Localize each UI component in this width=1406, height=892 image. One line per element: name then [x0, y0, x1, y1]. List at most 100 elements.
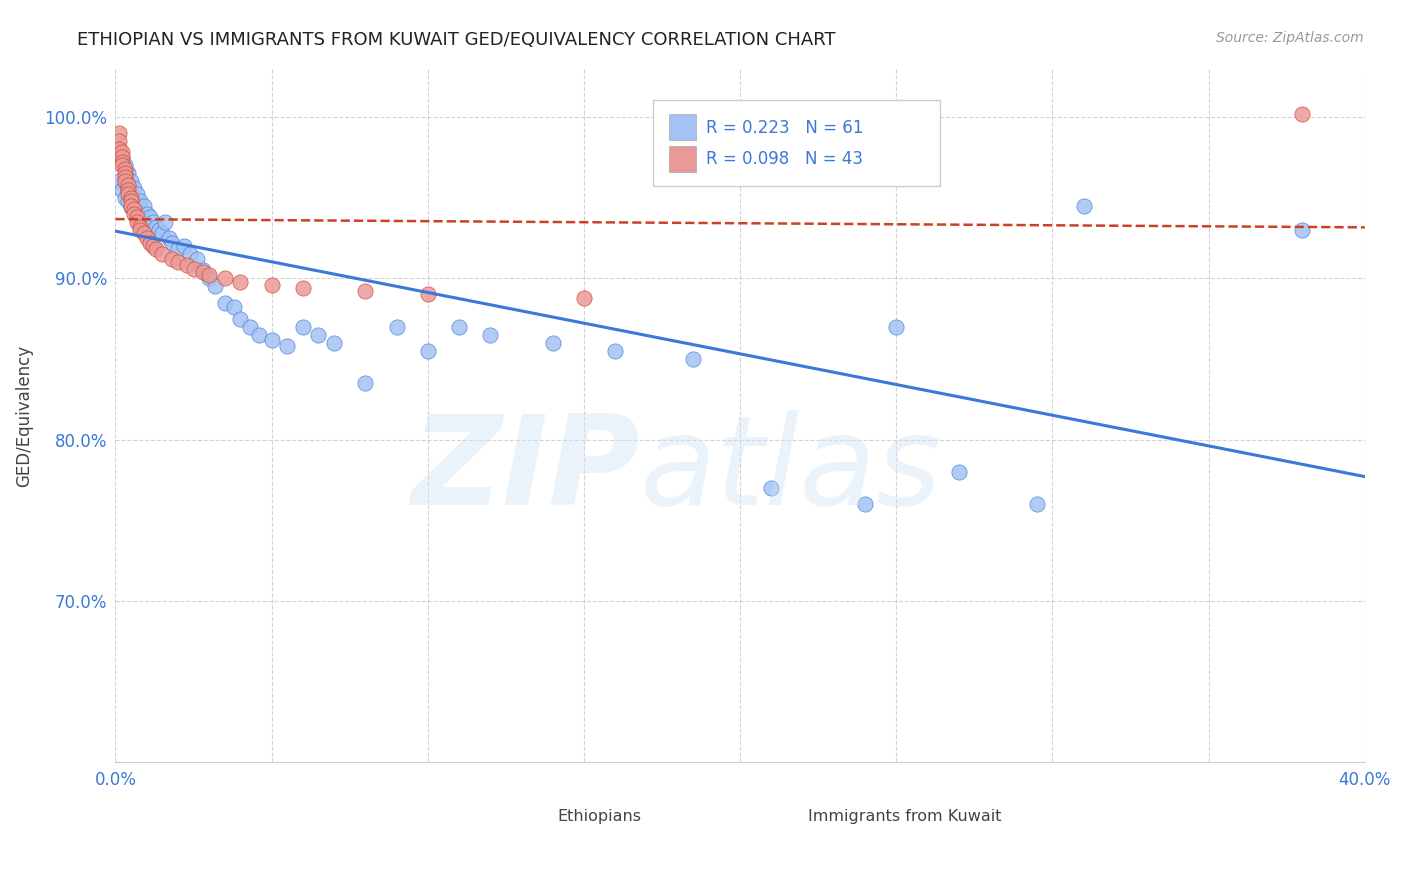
Point — [276, 339, 298, 353]
FancyBboxPatch shape — [765, 806, 800, 827]
Point — [111, 182, 134, 196]
Point — [127, 215, 149, 229]
Point — [204, 279, 226, 293]
Point — [127, 200, 149, 214]
Text: Source: ZipAtlas.com: Source: ZipAtlas.com — [1216, 31, 1364, 45]
FancyBboxPatch shape — [669, 113, 696, 140]
Point — [114, 166, 136, 180]
Point — [107, 134, 129, 148]
Point — [132, 226, 155, 240]
Text: Ethiopians: Ethiopians — [558, 809, 641, 824]
Point — [761, 481, 783, 495]
Point — [354, 284, 377, 298]
Point — [142, 239, 165, 253]
Point — [191, 265, 214, 279]
Point — [167, 255, 190, 269]
Text: R = 0.098   N = 43: R = 0.098 N = 43 — [706, 151, 863, 169]
Text: ETHIOPIAN VS IMMIGRANTS FROM KUWAIT GED/EQUIVALENCY CORRELATION CHART: ETHIOPIAN VS IMMIGRANTS FROM KUWAIT GED/… — [77, 31, 837, 49]
Point — [120, 200, 142, 214]
Point — [150, 247, 173, 261]
Point — [291, 281, 314, 295]
Point — [117, 166, 139, 180]
Point — [1291, 106, 1313, 120]
Point — [1073, 199, 1095, 213]
Point — [1025, 497, 1047, 511]
Point — [114, 158, 136, 172]
Point — [167, 242, 190, 256]
Point — [160, 235, 183, 250]
Point — [260, 333, 283, 347]
Point — [122, 202, 145, 216]
Point — [120, 199, 142, 213]
Point — [572, 291, 595, 305]
Point — [111, 150, 134, 164]
Point — [132, 199, 155, 213]
Point — [447, 319, 470, 334]
Point — [122, 197, 145, 211]
Point — [117, 178, 139, 192]
Point — [198, 268, 221, 282]
Point — [224, 301, 246, 315]
Point — [114, 191, 136, 205]
FancyBboxPatch shape — [669, 145, 696, 172]
Point — [214, 295, 236, 310]
Point — [150, 226, 173, 240]
Point — [160, 252, 183, 266]
Point — [117, 182, 139, 196]
Point — [853, 497, 876, 511]
Point — [127, 187, 149, 202]
Point — [260, 277, 283, 292]
Point — [111, 158, 134, 172]
Point — [114, 161, 136, 176]
Point — [354, 376, 377, 391]
FancyBboxPatch shape — [652, 100, 941, 186]
Point — [541, 335, 564, 350]
Point — [107, 126, 129, 140]
Point — [129, 194, 152, 208]
Point — [416, 343, 439, 358]
Point — [117, 194, 139, 208]
Point — [1291, 223, 1313, 237]
Point — [173, 239, 195, 253]
Point — [111, 155, 134, 169]
Point — [120, 194, 142, 208]
Point — [114, 174, 136, 188]
Point — [191, 263, 214, 277]
Point — [155, 215, 177, 229]
Point — [148, 223, 170, 237]
Point — [139, 210, 162, 224]
Point — [239, 319, 262, 334]
Point — [308, 327, 330, 342]
Point — [107, 174, 129, 188]
Point — [948, 465, 970, 479]
Point — [416, 287, 439, 301]
Point — [139, 235, 162, 250]
Text: Immigrants from Kuwait: Immigrants from Kuwait — [807, 809, 1001, 824]
Point — [129, 207, 152, 221]
Point — [129, 219, 152, 234]
Point — [114, 169, 136, 184]
Point — [323, 335, 346, 350]
Point — [183, 261, 205, 276]
Point — [682, 351, 704, 366]
Point — [114, 174, 136, 188]
Point — [229, 275, 252, 289]
Point — [145, 219, 167, 234]
Point — [198, 271, 221, 285]
Point — [479, 327, 502, 342]
Point — [229, 311, 252, 326]
Text: atlas: atlas — [640, 410, 942, 532]
Point — [157, 231, 180, 245]
Point — [111, 150, 134, 164]
Point — [385, 319, 408, 334]
Point — [122, 207, 145, 221]
Point — [884, 319, 907, 334]
Y-axis label: GED/Equivalency: GED/Equivalency — [15, 344, 32, 486]
Point — [179, 247, 201, 261]
Point — [117, 182, 139, 196]
Point — [107, 142, 129, 156]
Point — [122, 181, 145, 195]
Text: R = 0.223   N = 61: R = 0.223 N = 61 — [706, 119, 863, 136]
Point — [129, 223, 152, 237]
Point — [145, 242, 167, 256]
